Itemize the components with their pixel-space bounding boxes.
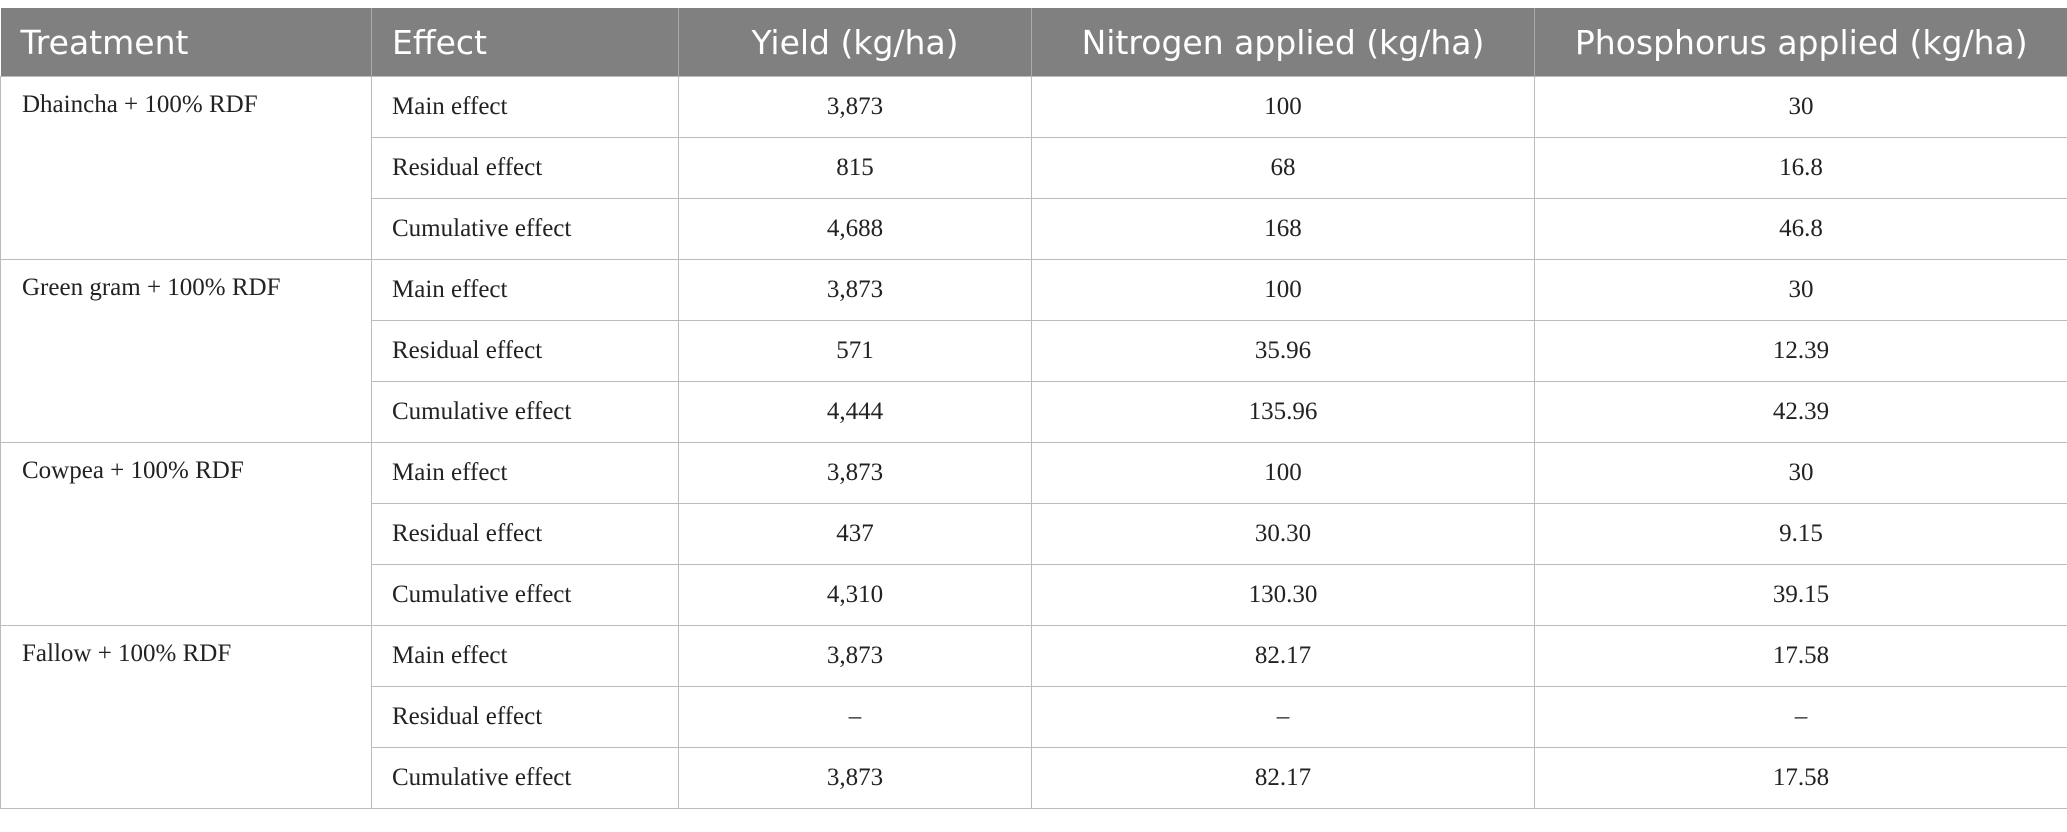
phosphorus-cell: 30 (1534, 259, 2067, 321)
yield-cell: 3,873 (678, 442, 1032, 504)
table-row: Cumulative effect 4,310 130.30 39.15 (1, 564, 2067, 626)
effect-cell: Cumulative effect (371, 564, 679, 626)
yield-cell: 437 (678, 503, 1032, 565)
table-row: Cumulative effect 4,444 135.96 42.39 (1, 381, 2067, 443)
effect-cell: Residual effect (371, 320, 679, 382)
effect-cell: Main effect (371, 259, 679, 321)
nitrogen-cell: 130.30 (1031, 564, 1535, 626)
table-row: Residual effect – – – (1, 686, 2067, 748)
nitrogen-cell: 100 (1031, 76, 1535, 138)
phosphorus-cell: 46.8 (1534, 198, 2067, 260)
nitrogen-cell: 135.96 (1031, 381, 1535, 443)
results-table: Treatment Effect Yield (kg/ha) Nitrogen … (0, 8, 2067, 809)
effect-cell: Cumulative effect (371, 198, 679, 260)
treatment-cell: Dhaincha + 100% RDF (0, 76, 372, 260)
nitrogen-cell: 100 (1031, 442, 1535, 504)
nitrogen-cell: 168 (1031, 198, 1535, 260)
yield-cell: 571 (678, 320, 1032, 382)
nitrogen-cell: – (1031, 686, 1535, 748)
yield-cell: 4,310 (678, 564, 1032, 626)
header-yield: Yield (kg/ha) (678, 8, 1032, 77)
yield-cell: 3,873 (678, 259, 1032, 321)
yield-cell: 4,444 (678, 381, 1032, 443)
treatment-cell: Cowpea + 100% RDF (0, 442, 372, 626)
yield-cell: 3,873 (678, 625, 1032, 687)
yield-cell: 815 (678, 137, 1032, 199)
phosphorus-cell: 12.39 (1534, 320, 2067, 382)
nitrogen-cell: 68 (1031, 137, 1535, 199)
table-header: Treatment Effect Yield (kg/ha) Nitrogen … (0, 8, 2067, 77)
phosphorus-cell: 30 (1534, 442, 2067, 504)
header-nitrogen: Nitrogen applied (kg/ha) (1031, 8, 1535, 77)
header-effect: Effect (371, 8, 679, 77)
nitrogen-cell: 100 (1031, 259, 1535, 321)
effect-cell: Residual effect (371, 137, 679, 199)
yield-cell: 4,688 (678, 198, 1032, 260)
nitrogen-cell: 35.96 (1031, 320, 1535, 382)
treatment-cell: Green gram + 100% RDF (0, 259, 372, 443)
phosphorus-cell: 39.15 (1534, 564, 2067, 626)
treatment-cell: Fallow + 100% RDF (0, 625, 372, 809)
results-table-container: Treatment Effect Yield (kg/ha) Nitrogen … (0, 8, 2067, 809)
yield-cell: 3,873 (678, 747, 1032, 809)
effect-cell: Residual effect (371, 503, 679, 565)
table-row: Fallow + 100% RDF Main effect 3,873 82.17 17… (0, 625, 2067, 809)
nitrogen-cell: 82.17 (1031, 747, 1535, 809)
table-row: Dhaincha + 100% RDF Main effect 3,873 100 30 (0, 76, 2067, 260)
phosphorus-cell: 9.15 (1534, 503, 2067, 565)
phosphorus-cell: 42.39 (1534, 381, 2067, 443)
nitrogen-cell: 82.17 (1031, 625, 1535, 687)
effect-cell: Main effect (371, 442, 679, 504)
effect-cell: Cumulative effect (371, 747, 679, 809)
table-row: Green gram + 100% RDF Main effect 3,873 100… (0, 259, 2067, 443)
effect-cell: Main effect (371, 625, 679, 687)
phosphorus-cell: 17.58 (1534, 625, 2067, 687)
effect-cell: Residual effect (371, 686, 679, 748)
phosphorus-cell: 16.8 (1534, 137, 2067, 199)
table-row: Cumulative effect 3,873 82.17 17.58 (1, 747, 2067, 809)
phosphorus-cell: 30 (1534, 76, 2067, 138)
table-body: Dhaincha + 100% RDF Main effect 3,873 100 30… (0, 76, 2067, 809)
table-row: Residual effect 437 30.30 9.15 (1, 503, 2067, 565)
table-row: Residual effect 571 35.96 12.39 (1, 320, 2067, 382)
header-phosphorus: Phosphorus applied (kg/ha) (1534, 8, 2067, 77)
header-treatment: Treatment (0, 8, 372, 77)
effect-cell: Cumulative effect (371, 381, 679, 443)
nitrogen-cell: 30.30 (1031, 503, 1535, 565)
phosphorus-cell: – (1534, 686, 2067, 748)
yield-cell: 3,873 (678, 76, 1032, 138)
phosphorus-cell: 17.58 (1534, 747, 2067, 809)
effect-cell: Main effect (371, 76, 679, 138)
yield-cell: – (678, 686, 1032, 748)
table-row: Cowpea + 100% RDF Main effect 3,873 100 30 (0, 442, 2067, 626)
header-row: Treatment Effect Yield (kg/ha) Nitrogen … (0, 8, 2067, 77)
